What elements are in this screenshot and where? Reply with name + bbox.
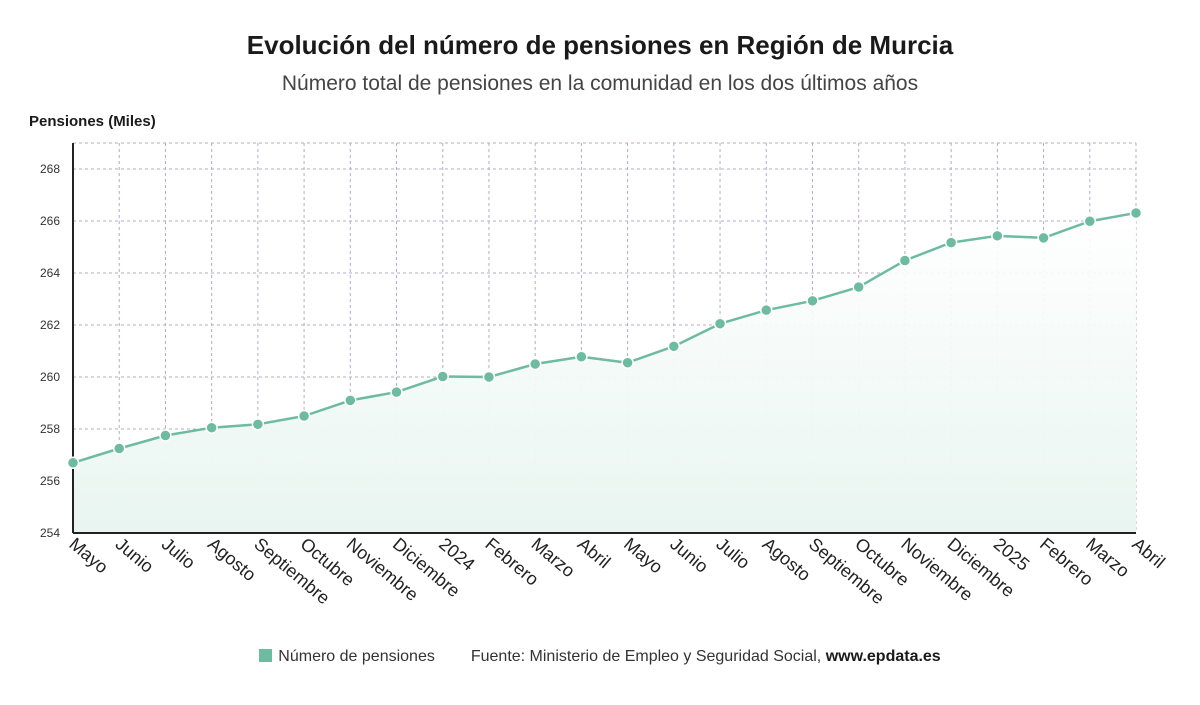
y-tick-label: 266	[40, 214, 60, 228]
x-tick-label: Julio	[712, 534, 753, 573]
source-link[interactable]: www.epdata.es	[825, 648, 941, 665]
data-point[interactable]	[66, 456, 80, 470]
y-axis-title: Pensiones (Miles)	[29, 113, 156, 130]
y-tick-label: 258	[40, 422, 60, 436]
data-point[interactable]	[482, 370, 496, 384]
series-area	[73, 212, 1136, 533]
x-tick-label: Abril	[1128, 534, 1168, 572]
data-point[interactable]	[251, 418, 265, 431]
x-tick-label: Abril	[574, 534, 614, 572]
data-point[interactable]	[297, 409, 311, 423]
y-tick-label: 260	[40, 370, 60, 384]
data-point[interactable]	[667, 340, 681, 353]
series-points	[66, 206, 1143, 470]
x-tick-label: Agosto	[204, 534, 260, 585]
data-point[interactable]	[159, 429, 172, 442]
chart-title: Evolución del número de pensiones en Reg…	[246, 30, 954, 60]
data-point[interactable]	[713, 317, 727, 330]
y-tick-label: 256	[40, 474, 60, 488]
x-tick-label: Junio	[112, 534, 158, 577]
legend-label: Número de pensiones	[278, 648, 435, 665]
data-point[interactable]	[1083, 215, 1097, 228]
y-tick-label: 264	[40, 266, 60, 280]
data-point[interactable]	[806, 294, 819, 308]
data-point[interactable]	[991, 229, 1004, 243]
legend-swatch	[259, 649, 273, 662]
x-tick-label: Agosto	[759, 534, 815, 585]
series-line	[72, 211, 1137, 464]
data-point[interactable]	[112, 442, 126, 455]
x-tick-label: Junio	[666, 534, 712, 577]
y-tick-label: 254	[40, 526, 60, 540]
data-point[interactable]	[390, 385, 403, 399]
x-tick-label: Mayo	[65, 534, 112, 578]
data-point[interactable]	[1129, 206, 1143, 220]
data-point[interactable]	[944, 236, 958, 249]
y-tick-label: 268	[40, 162, 60, 176]
data-point[interactable]	[344, 394, 357, 407]
data-point[interactable]	[898, 254, 912, 267]
data-point[interactable]	[1037, 231, 1050, 245]
chart-footer: Número de pensiones Fuente: Ministerio de…	[0, 648, 1200, 666]
data-point[interactable]	[760, 303, 773, 317]
data-point[interactable]	[436, 370, 449, 383]
y-axis-ticks: 254 256 258 260 262 264 266 268	[40, 162, 60, 540]
y-tick-label: 262	[40, 318, 60, 332]
data-point[interactable]	[528, 357, 542, 371]
chart-subtitle: Número total de pensiones en la comunida…	[281, 72, 919, 95]
data-point[interactable]	[852, 280, 865, 294]
x-tick-label: Mayo	[620, 534, 667, 578]
source-text: Fuente: Ministerio de Empleo y Seguridad…	[470, 648, 822, 665]
x-axis-ticks: Mayo Junio Julio AgostoSeptiembreOctubreNov…	[65, 534, 1168, 608]
x-tick-label: Julio	[158, 534, 199, 573]
data-point[interactable]	[205, 421, 218, 434]
data-point[interactable]	[575, 350, 588, 363]
data-point[interactable]	[621, 356, 634, 369]
